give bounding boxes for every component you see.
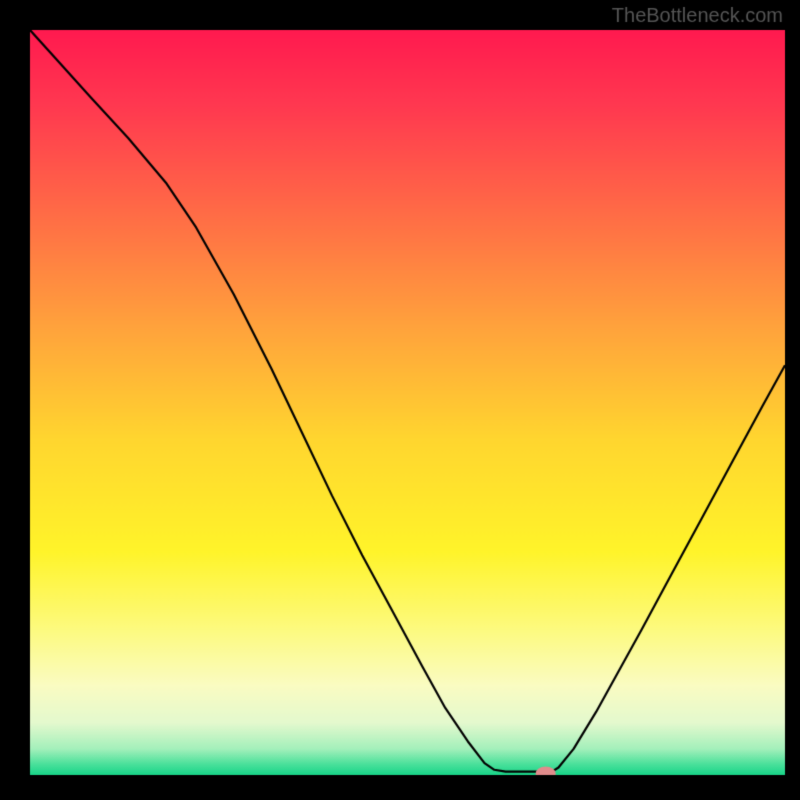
bottleneck-chart	[0, 0, 800, 800]
